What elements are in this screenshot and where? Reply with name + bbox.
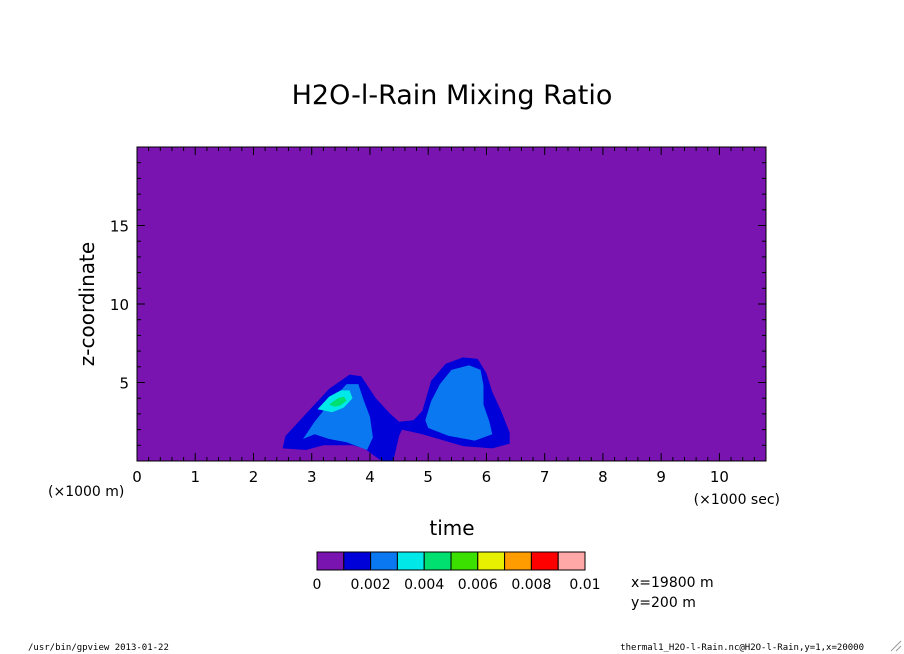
resize-grip-icon[interactable] <box>890 640 902 652</box>
contour-region-level-4-4 <box>329 396 347 407</box>
contour-fill-layer <box>137 147 766 461</box>
x-tick-labels: 0 1 2 3 4 5 6 7 8 9 10 <box>132 468 729 486</box>
colorbar-swatch <box>343 551 372 571</box>
x-tick-label: 5 <box>423 468 433 486</box>
colorbar-swatch <box>530 551 559 571</box>
x-tick-label: 7 <box>540 468 550 486</box>
footer-left: /usr/bin/gpview 2013-01-22 <box>28 643 169 653</box>
x-axis-unit: (×1000 sec) <box>694 492 780 508</box>
y-tick-label: 15 <box>110 218 129 236</box>
colorbar-swatch <box>316 551 345 571</box>
colorbar-tick-label: 0.004 <box>404 577 444 593</box>
colorbar-tick-label: 0.01 <box>569 577 600 593</box>
x-tick-label: 10 <box>710 468 729 486</box>
colorbar-tick-label: 0 <box>313 577 322 593</box>
y-tick-labels: 5 10 15 <box>110 218 129 393</box>
colorbar-labels: 0 0.002 0.004 0.006 0.008 0.01 <box>313 577 601 593</box>
annotation-x-position: x=19800 m <box>631 575 714 591</box>
x-tick-label: 0 <box>132 468 142 486</box>
colorbar-tick-label: 0.008 <box>511 577 551 593</box>
colorbar-swatch <box>370 551 398 571</box>
annotation-y-position: y=200 m <box>631 595 696 611</box>
colorbar-tick-label: 0.006 <box>458 577 498 593</box>
colorbar-tick-label: 0.002 <box>351 577 391 593</box>
colorbar-swatch <box>423 551 452 571</box>
colorbar <box>316 551 586 571</box>
y-tick-label: 10 <box>110 296 129 314</box>
colorbar-swatch <box>477 551 506 571</box>
colorbar-swatch <box>504 551 532 571</box>
x-axis-label: time <box>429 516 474 540</box>
y-axis-unit: (×1000 m) <box>48 484 124 500</box>
chart-title: H2O-l-Rain Mixing Ratio <box>292 80 613 111</box>
x-tick-label: 3 <box>307 468 317 486</box>
x-tick-label: 4 <box>365 468 375 486</box>
colorbar-swatch <box>396 551 425 571</box>
x-tick-label: 8 <box>598 468 608 486</box>
colorbar-swatch <box>557 551 586 571</box>
x-tick-label: 6 <box>482 468 492 486</box>
x-tick-label: 9 <box>656 468 666 486</box>
y-axis-label: z-coordinate <box>75 242 99 366</box>
axis-ticks <box>136 147 767 461</box>
contour-region-level-2-2 <box>425 365 493 441</box>
x-tick-label: 2 <box>249 468 259 486</box>
contour-region-level-2-1 <box>303 384 373 450</box>
footer-right: thermal1_H2O-l-Rain.nc@H2O-l-Rain,y=1,x=… <box>620 643 864 653</box>
colorbar-swatch <box>450 551 479 571</box>
x-tick-label: 1 <box>190 468 200 486</box>
y-tick-label: 5 <box>119 375 129 393</box>
